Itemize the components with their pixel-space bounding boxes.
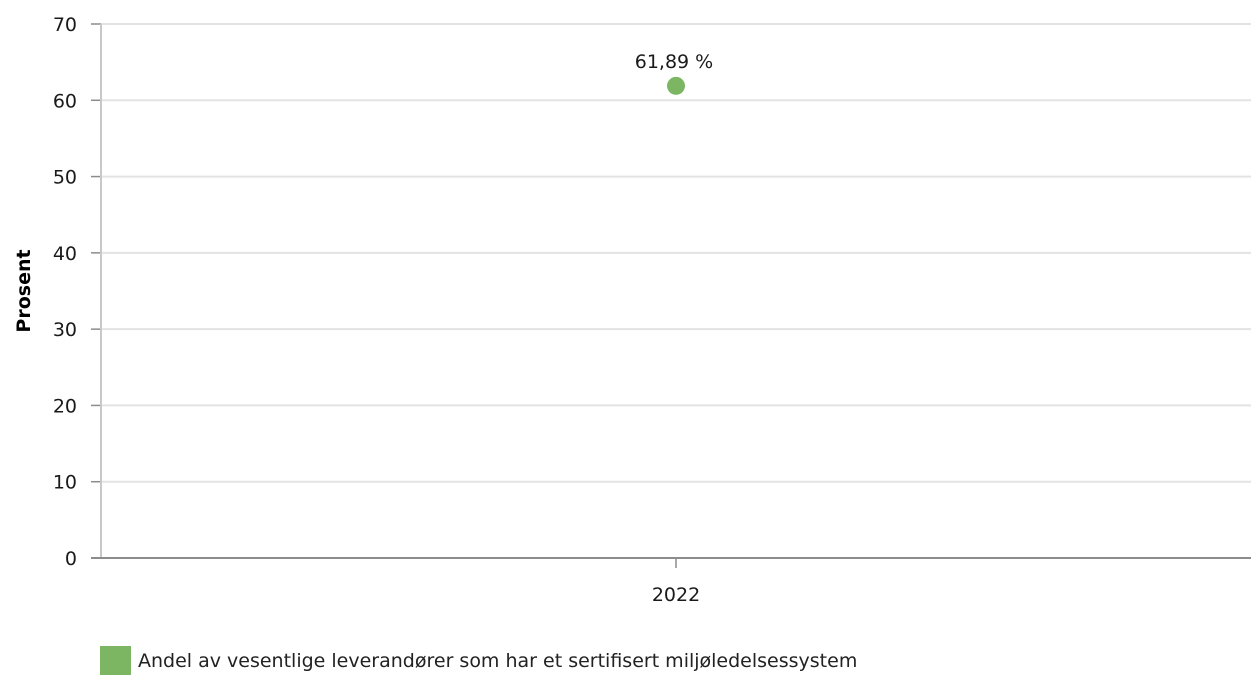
axes xyxy=(91,24,1251,568)
x-tick-label: 2022 xyxy=(652,584,700,606)
y-axis-title: Prosent xyxy=(13,249,35,332)
y-tick-label: 70 xyxy=(53,14,77,36)
legend[interactable]: Andel av vesentlige leverandører som har… xyxy=(100,646,857,675)
data-point xyxy=(667,77,685,95)
data-points: 61,89 % xyxy=(635,51,714,95)
y-tick-label: 60 xyxy=(53,90,77,112)
y-tick-label: 0 xyxy=(65,548,77,570)
legend-label: Andel av vesentlige leverandører som har… xyxy=(138,650,857,672)
y-tick-label: 40 xyxy=(53,243,77,265)
y-tick-label: 10 xyxy=(53,472,77,494)
legend-swatch xyxy=(100,646,131,675)
y-tick-label: 30 xyxy=(53,319,77,341)
tick-labels: 0 10 20 30 40 50 60 70 2022 xyxy=(53,14,700,606)
y-tick-label: 50 xyxy=(53,167,77,189)
data-label: 61,89 % xyxy=(635,51,714,73)
y-tick-label: 20 xyxy=(53,395,77,417)
